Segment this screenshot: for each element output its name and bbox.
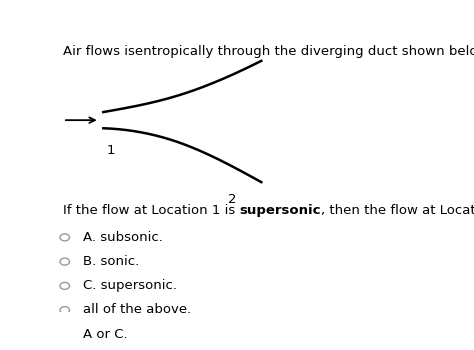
Text: supersonic: supersonic (239, 204, 321, 217)
Text: , then the flow at Location 2 can be: , then the flow at Location 2 can be (321, 204, 474, 217)
Text: If the flow at Location 1 is: If the flow at Location 1 is (63, 204, 239, 217)
Text: B. sonic.: B. sonic. (83, 255, 139, 268)
Text: A or C.: A or C. (83, 328, 128, 341)
Text: all of the above.: all of the above. (83, 303, 191, 316)
Text: 2: 2 (228, 193, 236, 206)
Text: C. supersonic.: C. supersonic. (83, 279, 177, 292)
Text: A. subsonic.: A. subsonic. (83, 231, 163, 244)
Text: 1: 1 (107, 145, 116, 158)
Text: Air flows isentropically through the diverging duct shown below: Air flows isentropically through the div… (63, 45, 474, 58)
